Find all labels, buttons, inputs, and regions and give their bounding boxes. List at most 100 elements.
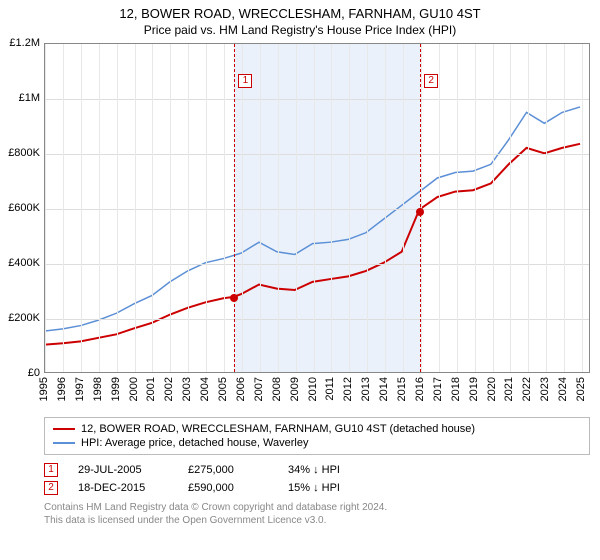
x-axis-label: 2022 (521, 377, 533, 401)
footer-line-2: This data is licensed under the Open Gov… (44, 514, 590, 527)
sale-guideline (234, 44, 235, 372)
x-gridline (528, 44, 529, 372)
x-axis-label: 2012 (342, 377, 354, 401)
x-gridline (278, 44, 279, 372)
series-hpi (45, 107, 580, 331)
x-axis-label: 2008 (271, 377, 283, 401)
y-gridline (45, 319, 589, 320)
x-axis-label: 2019 (468, 377, 480, 401)
x-gridline (564, 44, 565, 372)
footer: Contains HM Land Registry data © Crown c… (44, 501, 590, 527)
chart-subtitle: Price paid vs. HM Land Registry's House … (0, 21, 600, 43)
x-gridline (493, 44, 494, 372)
legend-swatch (53, 442, 75, 444)
x-axis-label: 2006 (235, 377, 247, 401)
sale-pct: 34% ↓ HPI (288, 464, 388, 476)
x-axis-label: 2013 (360, 377, 372, 401)
y-axis-label: £1.2M (9, 37, 40, 49)
x-gridline (331, 44, 332, 372)
x-axis-label: 2009 (289, 377, 301, 401)
y-gridline (45, 209, 589, 210)
x-gridline (206, 44, 207, 372)
legend-swatch (53, 428, 75, 430)
chart-container: 12, BOWER ROAD, WRECCLESHAM, FARNHAM, GU… (0, 0, 600, 560)
x-axis-label: 2021 (503, 377, 515, 401)
x-axis-label: 2020 (486, 377, 498, 401)
legend-label: 12, BOWER ROAD, WRECCLESHAM, FARNHAM, GU… (81, 423, 475, 435)
y-gridline (45, 99, 589, 100)
x-axis-label: 2017 (432, 377, 444, 401)
x-gridline (170, 44, 171, 372)
y-axis-label: £600K (8, 202, 40, 214)
x-axis-label: 2001 (145, 377, 157, 401)
y-axis-label: £1M (19, 92, 40, 104)
legend-item: HPI: Average price, detached house, Wave… (53, 436, 581, 450)
legend-item: 12, BOWER ROAD, WRECCLESHAM, FARNHAM, GU… (53, 422, 581, 436)
x-gridline (439, 44, 440, 372)
footer-line-1: Contains HM Land Registry data © Crown c… (44, 501, 590, 514)
x-gridline (475, 44, 476, 372)
x-gridline (45, 44, 46, 372)
y-axis-label: £200K (8, 312, 40, 324)
y-gridline (45, 154, 589, 155)
x-gridline (546, 44, 547, 372)
x-gridline (99, 44, 100, 372)
sale-date: 18-DEC-2015 (78, 482, 168, 494)
x-axis-label: 1999 (110, 377, 122, 401)
chart-area: 12 £0£200K£400K£600K£800K£1M£1.2M1995199… (44, 43, 590, 373)
sale-marker-box: 2 (424, 74, 438, 88)
y-gridline (45, 264, 589, 265)
x-axis-label: 2010 (307, 377, 319, 401)
x-gridline (403, 44, 404, 372)
plot-area: 12 (44, 43, 590, 373)
x-gridline (81, 44, 82, 372)
x-axis-label: 2016 (414, 377, 426, 401)
chart-title: 12, BOWER ROAD, WRECCLESHAM, FARNHAM, GU… (0, 0, 600, 21)
x-gridline (296, 44, 297, 372)
x-gridline (242, 44, 243, 372)
sales-table-row: 2 18-DEC-2015 £590,000 15% ↓ HPI (44, 479, 590, 497)
sales-table: 1 29-JUL-2005 £275,000 34% ↓ HPI 2 18-DEC-201… (44, 461, 590, 497)
x-axis-label: 1996 (56, 377, 68, 401)
x-axis-label: 2005 (217, 377, 229, 401)
sale-price: £275,000 (188, 464, 268, 476)
sale-dot (230, 294, 238, 302)
chart-lines (45, 44, 589, 372)
sales-table-row: 1 29-JUL-2005 £275,000 34% ↓ HPI (44, 461, 590, 479)
x-gridline (117, 44, 118, 372)
x-axis-label: 1998 (92, 377, 104, 401)
x-axis-label: 2000 (128, 377, 140, 401)
y-axis-label: £400K (8, 257, 40, 269)
legend-label: HPI: Average price, detached house, Wave… (81, 437, 308, 449)
x-axis-label: 2014 (378, 377, 390, 401)
x-gridline (152, 44, 153, 372)
legend: 12, BOWER ROAD, WRECCLESHAM, FARNHAM, GU… (44, 417, 590, 455)
x-axis-label: 2003 (181, 377, 193, 401)
x-axis-label: 1997 (74, 377, 86, 401)
x-axis-label: 2018 (450, 377, 462, 401)
x-axis-label: 2004 (199, 377, 211, 401)
x-gridline (135, 44, 136, 372)
x-gridline (385, 44, 386, 372)
x-gridline (367, 44, 368, 372)
sale-number-box: 2 (44, 481, 58, 495)
x-gridline (457, 44, 458, 372)
x-axis-label: 2023 (539, 377, 551, 401)
sale-price: £590,000 (188, 482, 268, 494)
sale-marker-box: 1 (238, 74, 252, 88)
x-axis-label: 1995 (38, 377, 50, 401)
x-gridline (314, 44, 315, 372)
x-axis-label: 2024 (557, 377, 569, 401)
x-axis-label: 2011 (324, 377, 336, 401)
x-gridline (582, 44, 583, 372)
x-axis-label: 2007 (253, 377, 265, 401)
sale-pct: 15% ↓ HPI (288, 482, 388, 494)
x-gridline (188, 44, 189, 372)
x-axis-label: 2002 (163, 377, 175, 401)
x-gridline (349, 44, 350, 372)
x-gridline (510, 44, 511, 372)
x-gridline (260, 44, 261, 372)
x-gridline (224, 44, 225, 372)
sale-date: 29-JUL-2005 (78, 464, 168, 476)
sale-number-box: 1 (44, 463, 58, 477)
